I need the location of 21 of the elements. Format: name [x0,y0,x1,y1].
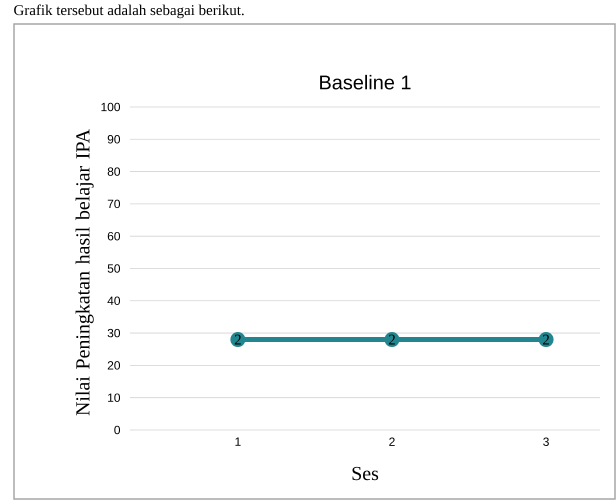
y-tick-label: 70 [108,200,120,208]
annotation: 2 [234,334,241,344]
x-tick-label: 2 [389,438,395,446]
x-axis-title: Ses [352,466,378,480]
y-tick-label: 40 [107,296,120,306]
text: Grafik tersebut adalah sebagai berikut. [14,4,244,18]
y-tick-label: 50 [108,264,120,273]
y-tick-label: 80 [108,167,120,176]
annotation: 2 [542,334,549,344]
y-axis-title: Nilai Peningkatan hasil belajar IPA [76,129,94,416]
y-tick-label: 20 [108,361,120,370]
chart-title: Baseline 1 [320,74,411,90]
y-tick-label: 10 [108,393,120,402]
annotation: 2 [388,334,395,344]
y-tick-label: 60 [108,232,120,240]
y-tick-label: 0 [114,426,120,434]
x-tick-label: 1 [235,438,241,446]
x-tick-label: 3 [543,438,549,446]
y-tick-label: 100 [101,102,120,112]
y-tick-label: 30 [108,328,120,338]
y-tick-label: 90 [108,135,120,144]
